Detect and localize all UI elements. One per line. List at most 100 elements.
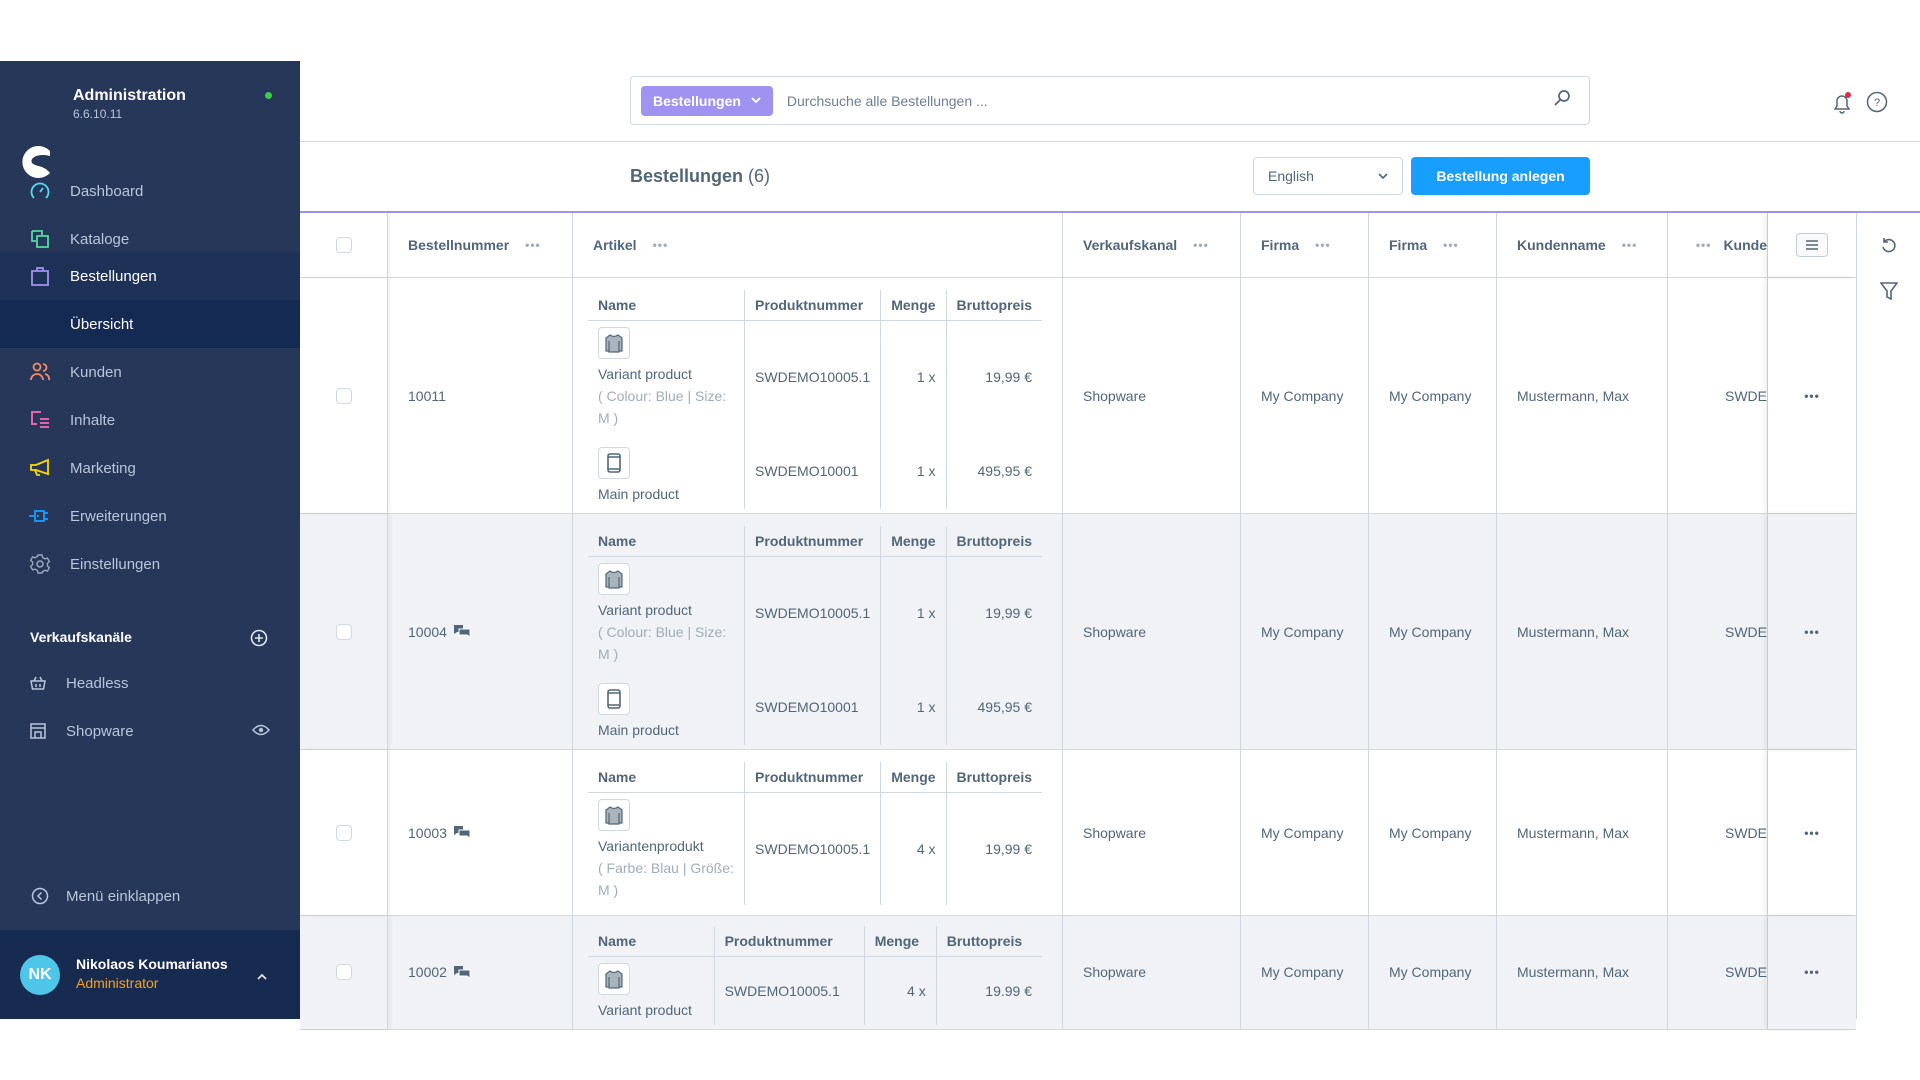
shopware-logo[interactable] [20,143,56,183]
notifications-button[interactable] [1830,91,1854,120]
filter-button[interactable] [1857,281,1920,301]
sidebar-item-erweiterungen[interactable]: Erweiterungen [0,492,300,540]
svg-text:?: ? [1874,97,1880,109]
column-options-icon[interactable]: ••• [1443,238,1459,252]
item-name[interactable]: Main product [598,485,679,502]
sidebar-item-kunden[interactable]: Kunden [0,348,300,396]
table-sidebar-toolbar [1856,213,1920,1019]
row-checkbox[interactable] [335,964,352,981]
row-checkbox[interactable] [335,387,352,404]
help-button[interactable]: ? [1866,91,1888,118]
column-options-icon[interactable]: ••• [525,238,541,252]
search-input[interactable] [786,92,1553,109]
items-cell: Name Produktnummer Menge Bruttopreis Variant… [573,278,1063,513]
column-header[interactable]: ••• Kunde [1668,213,1768,277]
items-cell: Name Produktnummer Menge Bruttopreis Variant… [573,750,1063,915]
column-options-icon[interactable]: ••• [1621,238,1638,252]
sales-channel-shopware[interactable]: Shopware [0,707,300,755]
eye-icon[interactable] [251,723,271,741]
order-number-link[interactable]: 10003 [408,824,447,841]
table-row[interactable]: 10004 Name Produktnummer Menge Bruttopreis V… [300,514,1856,750]
select-cell [300,750,388,915]
line-item: Variant product ( Colour: Blue | Size: M … [588,320,1042,433]
column-header[interactable]: Kundenname ••• [1497,213,1668,277]
column-header[interactable]: Firma ••• [1369,213,1497,277]
row-checkbox[interactable] [335,623,352,640]
shirt-icon [598,962,630,995]
item-price: 19,99 € [985,840,1032,857]
item-sku: SWDEMO10005.1 [744,556,882,669]
column-header[interactable]: Verkaufskanal ••• [1063,213,1241,277]
sales-channel-headless[interactable]: Headless [0,659,300,707]
column-header[interactable]: Bestellnummer ••• [388,213,573,277]
item-sku: SWDEMO10001 [744,668,882,745]
main-content: Bestellungen ? Bestellungen (6) English … [300,61,1920,1030]
products-icon [28,227,52,251]
refresh-button[interactable] [1857,237,1920,255]
column-settings-button[interactable] [1796,233,1828,257]
collapse-menu-button[interactable]: Menü einklappen [0,872,300,920]
language-select[interactable]: English [1253,157,1403,195]
item-price: 19,99 € [985,604,1032,621]
search-module-select[interactable]: Bestellungen [641,85,773,116]
column-options-icon[interactable]: ••• [1193,238,1209,252]
order-number-link[interactable]: 10002 [408,964,447,981]
sales-channel-label: Headless [66,674,129,692]
order-number-link[interactable]: 10004 [408,623,447,640]
sidebar-item-dashboard[interactable]: Dashboard [0,167,300,215]
line-item: Main product SWDEMO10001 1 x 495,95 € [588,432,1042,509]
sidebar-item-marketing[interactable]: Marketing [0,444,300,492]
select-cell [300,278,388,513]
item-name[interactable]: Variant product [598,1001,692,1018]
column-options-icon[interactable]: ••• [1695,238,1712,252]
item-qty: 1 x [880,556,947,669]
item-price: 19.99 € [985,982,1032,999]
nested-column-header: Produktnummer [744,290,882,321]
sidebar-item-kataloge[interactable]: Kataloge [0,215,300,263]
item-name[interactable]: Variant product [598,601,692,618]
sidebar-item-inhalte[interactable]: Inhalte [0,396,300,444]
column-header-label: Bestellnummer [408,237,510,253]
row-actions-button[interactable]: ••• [1768,750,1856,915]
storefront-icon [26,719,50,743]
column-header[interactable]: Artikel ••• [573,213,1063,277]
column-options-icon[interactable]: ••• [1315,238,1331,252]
create-order-button[interactable]: Bestellung anlegen [1411,157,1590,195]
chevron-up-icon[interactable] [256,968,268,985]
select-all-checkbox[interactable] [335,237,352,253]
order-number-link[interactable]: 10011 [408,387,446,404]
plug-icon [28,504,52,528]
header-accent-line [300,211,1920,213]
search-icon[interactable] [1553,89,1571,112]
add-sales-channel-button[interactable] [250,629,268,651]
row-checkbox[interactable] [335,824,352,841]
item-name[interactable]: Variantenprodukt [598,837,704,854]
line-items-table: Name Produktnummer Menge Bruttopreis Variant… [588,762,1042,905]
sidebar-item-label: Inhalte [70,411,116,429]
nested-column-header: Menge [880,526,947,557]
item-name[interactable]: Variant product [598,365,692,382]
table-row[interactable]: 10011 Name Produktnummer Menge Bruttopreis V… [300,278,1856,514]
sidebar-item-einstellungen[interactable]: Einstellungen [0,540,300,588]
item-variant: ( Colour: Blue | Size: M ) [598,387,727,426]
user-menu[interactable]: NK Nikolaos Koumarianos Administrator [0,930,300,1019]
row-actions-button[interactable]: ••• [1768,278,1856,513]
nested-column-header: Name [588,762,746,793]
item-qty: 1 x [880,320,947,433]
sidebar-item-bersicht[interactable]: Übersicht [0,300,300,348]
items-cell: Name Produktnummer Menge Bruttopreis Variant… [573,916,1063,1029]
table-row[interactable]: 10002 Name Produktnummer Menge Bruttopreis V… [300,916,1856,1030]
comment-icon [453,826,471,839]
line-items-table: Name Produktnummer Menge Bruttopreis Variant… [588,526,1042,745]
sidebar-item-label: Kataloge [70,230,130,248]
item-name[interactable]: Main product [598,721,679,738]
company-cell: My Company [1369,916,1497,1029]
sidebar-item-bestellungen[interactable]: Bestellungen [0,252,300,300]
column-header[interactable]: Firma ••• [1241,213,1369,277]
row-actions-button[interactable]: ••• [1768,514,1856,749]
column-options-icon[interactable]: ••• [652,238,669,252]
users-icon [28,360,52,384]
table-row[interactable]: 10003 Name Produktnummer Menge Bruttopreis V… [300,750,1856,916]
row-actions-button[interactable]: ••• [1768,916,1856,1029]
shopping-bag-icon [28,264,52,288]
